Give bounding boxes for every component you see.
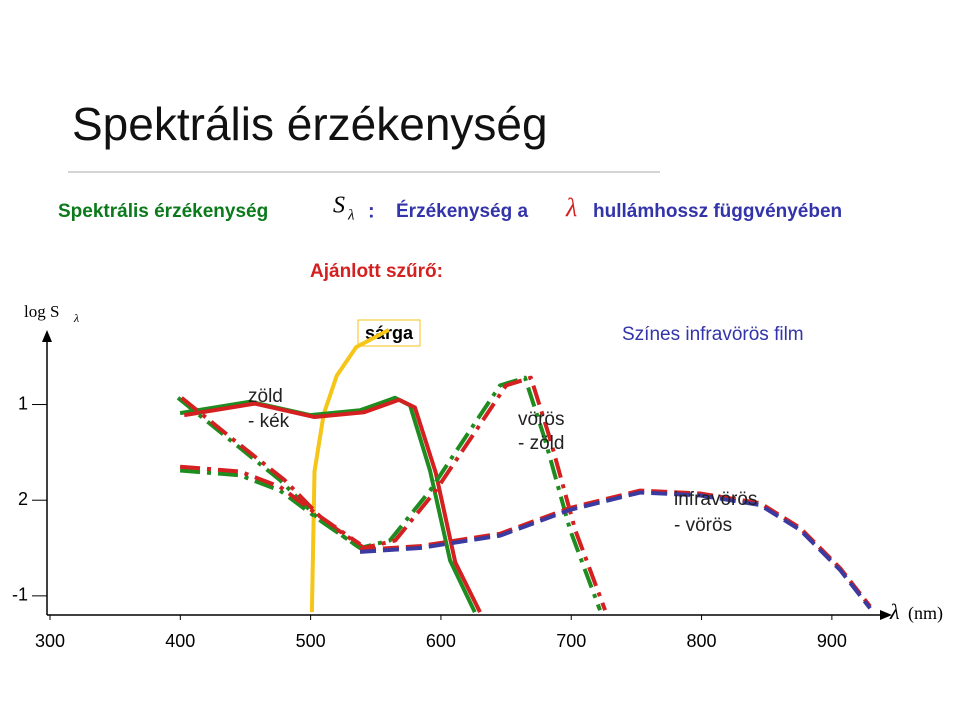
film-label: Színes infravörös film (622, 324, 804, 345)
subtitle-term: Spektrális érzékenység (58, 201, 268, 222)
annotations: zöld - kék vörös - zöld infravörös - vör… (248, 386, 757, 536)
x-axis-arrow (880, 610, 892, 620)
data-line (180, 375, 607, 611)
subtitle-colon: : (368, 200, 375, 222)
annotation: infravörös (674, 489, 757, 510)
title: Spektrális érzékenység (72, 98, 548, 150)
x-axis-symbol: λ (889, 599, 900, 624)
y-axis-arrow (42, 330, 52, 342)
subtitle-text: Érzékenység a (396, 200, 528, 222)
x-tick-label: 800 (687, 631, 717, 651)
filter-label: Ajánlott szűrő: (310, 261, 443, 282)
x-tick-label: 600 (426, 631, 456, 651)
annotation: - kék (248, 411, 290, 432)
annotation: - vörös (674, 515, 732, 536)
subtitle-lambda: λ (565, 193, 577, 222)
subtitle-symbol-sub: λ (347, 207, 355, 223)
subtitle-symbol: S (333, 193, 345, 219)
x-tick-label: 700 (556, 631, 586, 651)
data-line (179, 464, 362, 546)
data-line (176, 375, 602, 611)
x-tick-label: 300 (35, 631, 65, 651)
y-axis-label-sub: λ (73, 311, 79, 325)
data-line (359, 490, 872, 610)
x-axis-unit: (nm) (908, 603, 943, 624)
x-tick-label: 900 (817, 631, 847, 651)
data-line (183, 397, 482, 613)
y-tick-label: 1 (18, 393, 28, 413)
x-tick-label: 500 (296, 631, 326, 651)
x-tick-label: 400 (165, 631, 195, 651)
y-tick-label: -1 (12, 585, 28, 605)
data-line (179, 468, 362, 550)
y-tick-label: 2 (18, 489, 28, 509)
subtitle-text: hullámhossz függvényében (593, 201, 842, 222)
annotation: vörös (518, 409, 564, 430)
annotation: - zöld (518, 433, 564, 454)
y-axis-label: log S (24, 302, 59, 321)
data-line (309, 328, 390, 613)
annotation: zöld (248, 386, 283, 407)
